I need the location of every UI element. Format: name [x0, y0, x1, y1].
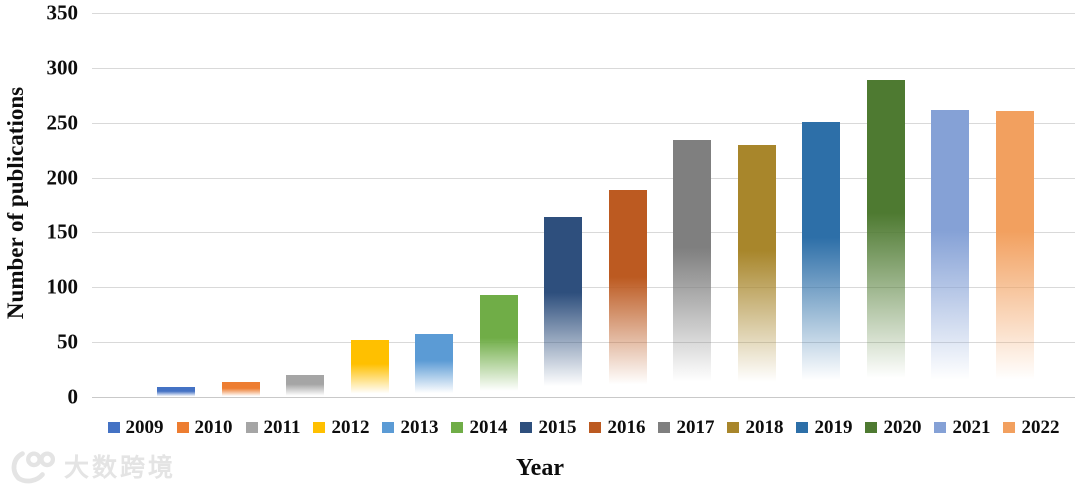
- legend-item-2014: 2014: [451, 418, 507, 437]
- legend-swatch-2009: [107, 422, 120, 433]
- bar-2014: [479, 294, 518, 397]
- legend-label-2012: 2012: [331, 417, 370, 438]
- legend-swatch-2022: [1003, 422, 1016, 433]
- legend-item-2021: 2021: [934, 418, 990, 437]
- y-tick-label-100: 100: [46, 274, 79, 299]
- gridline-250: [92, 122, 1075, 124]
- legend-swatch-2019: [796, 422, 809, 433]
- y-tick-label-300: 300: [46, 55, 79, 80]
- y-axis-tick-labels: 0 50 100 150 200 250 300 350: [0, 1, 79, 409]
- legend-label-2013: 2013: [400, 417, 439, 438]
- bar-2010: [221, 381, 260, 397]
- legend-item-2015: 2015: [520, 418, 576, 437]
- bar-2012: [350, 339, 389, 397]
- legend-item-2011: 2011: [245, 417, 301, 438]
- y-tick-label-0: 0: [67, 384, 79, 409]
- bar-2011: [286, 375, 324, 397]
- y-tick-label-150: 150: [46, 219, 79, 244]
- bar-2013: [415, 334, 453, 397]
- bar-2019: [802, 121, 840, 397]
- gridline-300: [92, 67, 1075, 69]
- plot-area: [92, 13, 1075, 398]
- legend-item-2020: 2020: [865, 418, 921, 437]
- gridline-350: [92, 13, 1075, 14]
- gridline-50: [92, 342, 1075, 344]
- bar-2022: [995, 110, 1034, 397]
- gridline-100: [92, 287, 1075, 289]
- legend-item-2018: 2018: [727, 418, 783, 437]
- legend-item-2016: 2016: [589, 418, 645, 437]
- legend-swatch-2014: [451, 422, 464, 433]
- watermark-text: 大数跨境: [64, 454, 177, 482]
- legend-item-2010: 2010: [176, 417, 233, 438]
- legend-item-2013: 2013: [382, 418, 438, 437]
- legend-swatch-2013: [382, 422, 395, 433]
- legend: 2009 2010 2011 2012 2013 2014 2015 2016 2017 2018…: [92, 418, 1075, 437]
- bar-2017: [673, 140, 711, 397]
- y-tick-label-50: 50: [57, 329, 78, 354]
- legend-swatch-2015: [520, 422, 533, 433]
- bar-2016: [608, 189, 647, 397]
- legend-item-2009: 2009: [107, 417, 164, 438]
- bar-2018: [737, 144, 776, 397]
- bar-2009: [157, 387, 195, 397]
- legend-item-2017: 2017: [658, 418, 714, 437]
- legend-swatch-2016: [589, 422, 602, 433]
- bar-2021: [931, 109, 969, 397]
- legend-swatch-2017: [658, 422, 671, 433]
- legend-item-2019: 2019: [796, 418, 852, 437]
- bar-2020: [866, 79, 905, 397]
- legend-label-2020: 2020: [883, 417, 922, 438]
- x-axis-title: Year: [516, 455, 564, 481]
- y-tick-label-200: 200: [46, 165, 79, 190]
- legend-item-2022: 2022: [1003, 418, 1059, 437]
- legend-swatch-2018: [727, 422, 740, 433]
- gridline-200: [92, 177, 1075, 179]
- y-tick-label-250: 250: [46, 110, 79, 135]
- legend-swatch-2010: [176, 422, 189, 433]
- y-tick-label-350: 350: [46, 0, 79, 25]
- legend-label-2017: 2017: [676, 417, 715, 438]
- gridline-150: [92, 232, 1075, 234]
- legend-label-2010: 2010: [194, 417, 233, 438]
- gridline-0: [92, 397, 1075, 398]
- watermark: 大数跨境: [8, 447, 176, 485]
- legend-label-2019: 2019: [814, 417, 853, 438]
- legend-item-2012: 2012: [313, 418, 369, 437]
- legend-swatch-2011: [245, 422, 258, 433]
- legend-swatch-2021: [934, 422, 947, 433]
- legend-swatch-2012: [313, 422, 326, 433]
- legend-label-2021: 2021: [952, 417, 991, 438]
- legend-swatch-2020: [865, 422, 878, 433]
- watermark-logo-icon: [11, 451, 56, 484]
- legend-label-2015: 2015: [538, 417, 577, 438]
- legend-label-2014: 2014: [469, 417, 508, 438]
- legend-label-2011: 2011: [263, 417, 301, 438]
- legend-label-2016: 2016: [607, 417, 646, 438]
- bar-2015: [544, 217, 582, 397]
- legend-label-2009: 2009: [125, 417, 164, 438]
- legend-label-2018: 2018: [745, 417, 784, 438]
- legend-label-2022: 2022: [1021, 417, 1060, 438]
